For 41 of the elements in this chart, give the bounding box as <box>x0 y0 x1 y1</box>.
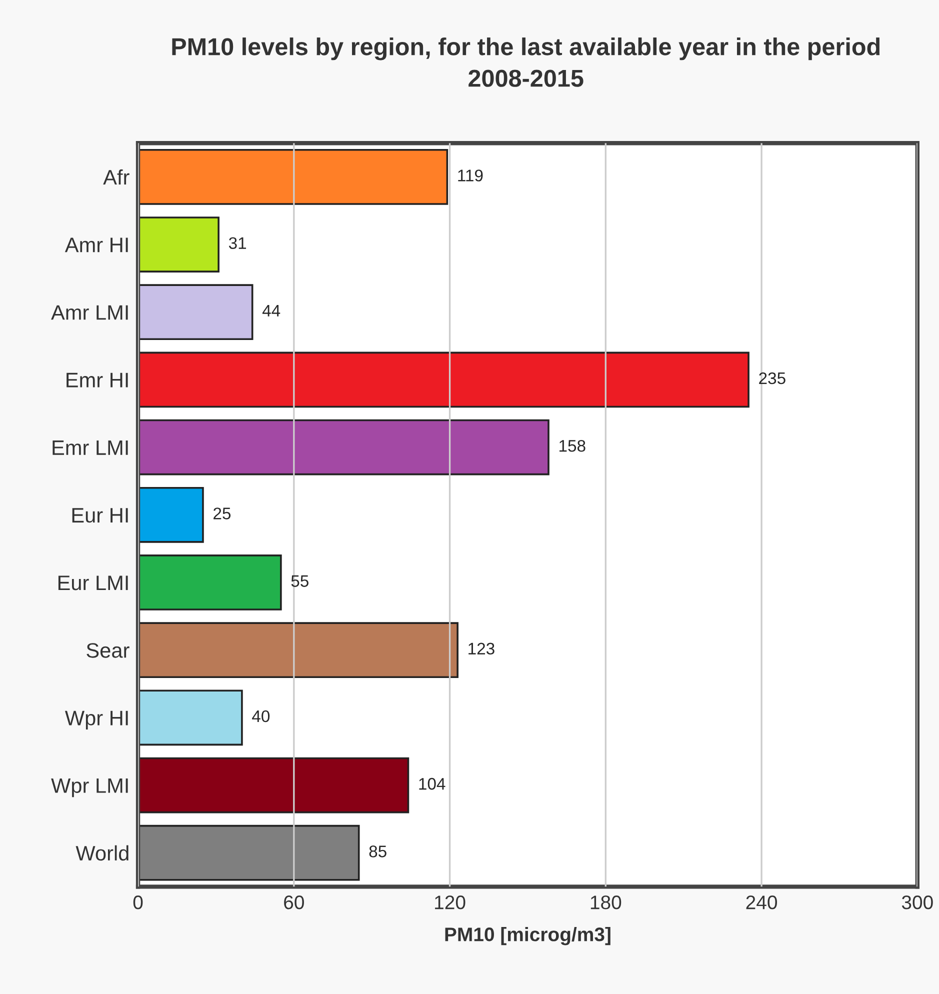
x-tick-label: 120 <box>435 895 466 910</box>
bar <box>138 622 458 678</box>
x-tick-label: 60 <box>284 895 304 910</box>
y-tick-label: Wpr LMI <box>51 778 128 798</box>
data-label: 119 <box>458 170 483 182</box>
data-label: 40 <box>252 710 270 722</box>
bar <box>138 486 204 543</box>
bar <box>138 419 550 476</box>
y-tick-label: Sear <box>86 643 130 658</box>
bar <box>138 284 254 340</box>
bar <box>138 824 360 881</box>
data-label: 25 <box>214 508 231 520</box>
y-tick-label: Eur HI <box>72 508 128 523</box>
bar <box>138 216 220 272</box>
data-label: 55 <box>291 575 308 587</box>
bar <box>138 554 282 610</box>
y-tick-label: Emr LMI <box>52 440 128 455</box>
chart-title: PM10 levels by region, for the last available year in the period 2008-2015 <box>172 37 880 87</box>
bar <box>138 690 243 746</box>
data-label: 44 <box>262 304 280 316</box>
data-label: 158 <box>559 440 586 452</box>
x-tick-label: 240 <box>746 895 777 910</box>
x-tick-label: 300 <box>902 895 933 910</box>
y-tick-label: Amr LMI <box>51 305 128 320</box>
y-tick-label: Wpr HI <box>64 710 128 730</box>
y-tick-label: Eur LMI <box>58 576 128 590</box>
data-label: 235 <box>759 372 786 384</box>
bar <box>138 148 448 205</box>
data-label: 104 <box>419 778 446 790</box>
y-tick-label: Afr <box>103 169 130 184</box>
x-axis-title: PM10 [microg/m3] <box>445 926 610 946</box>
bar <box>138 757 410 814</box>
y-tick-label: Amr HI <box>64 238 128 252</box>
data-label: 31 <box>228 237 246 249</box>
y-tick-label: World <box>76 845 128 861</box>
y-tick-label: Emr HI <box>66 372 128 388</box>
data-label: 123 <box>468 642 494 655</box>
x-tick-label: 180 <box>590 895 622 910</box>
data-label: 85 <box>369 846 386 858</box>
bar <box>138 352 750 408</box>
x-tick-label: 0 <box>133 895 143 910</box>
